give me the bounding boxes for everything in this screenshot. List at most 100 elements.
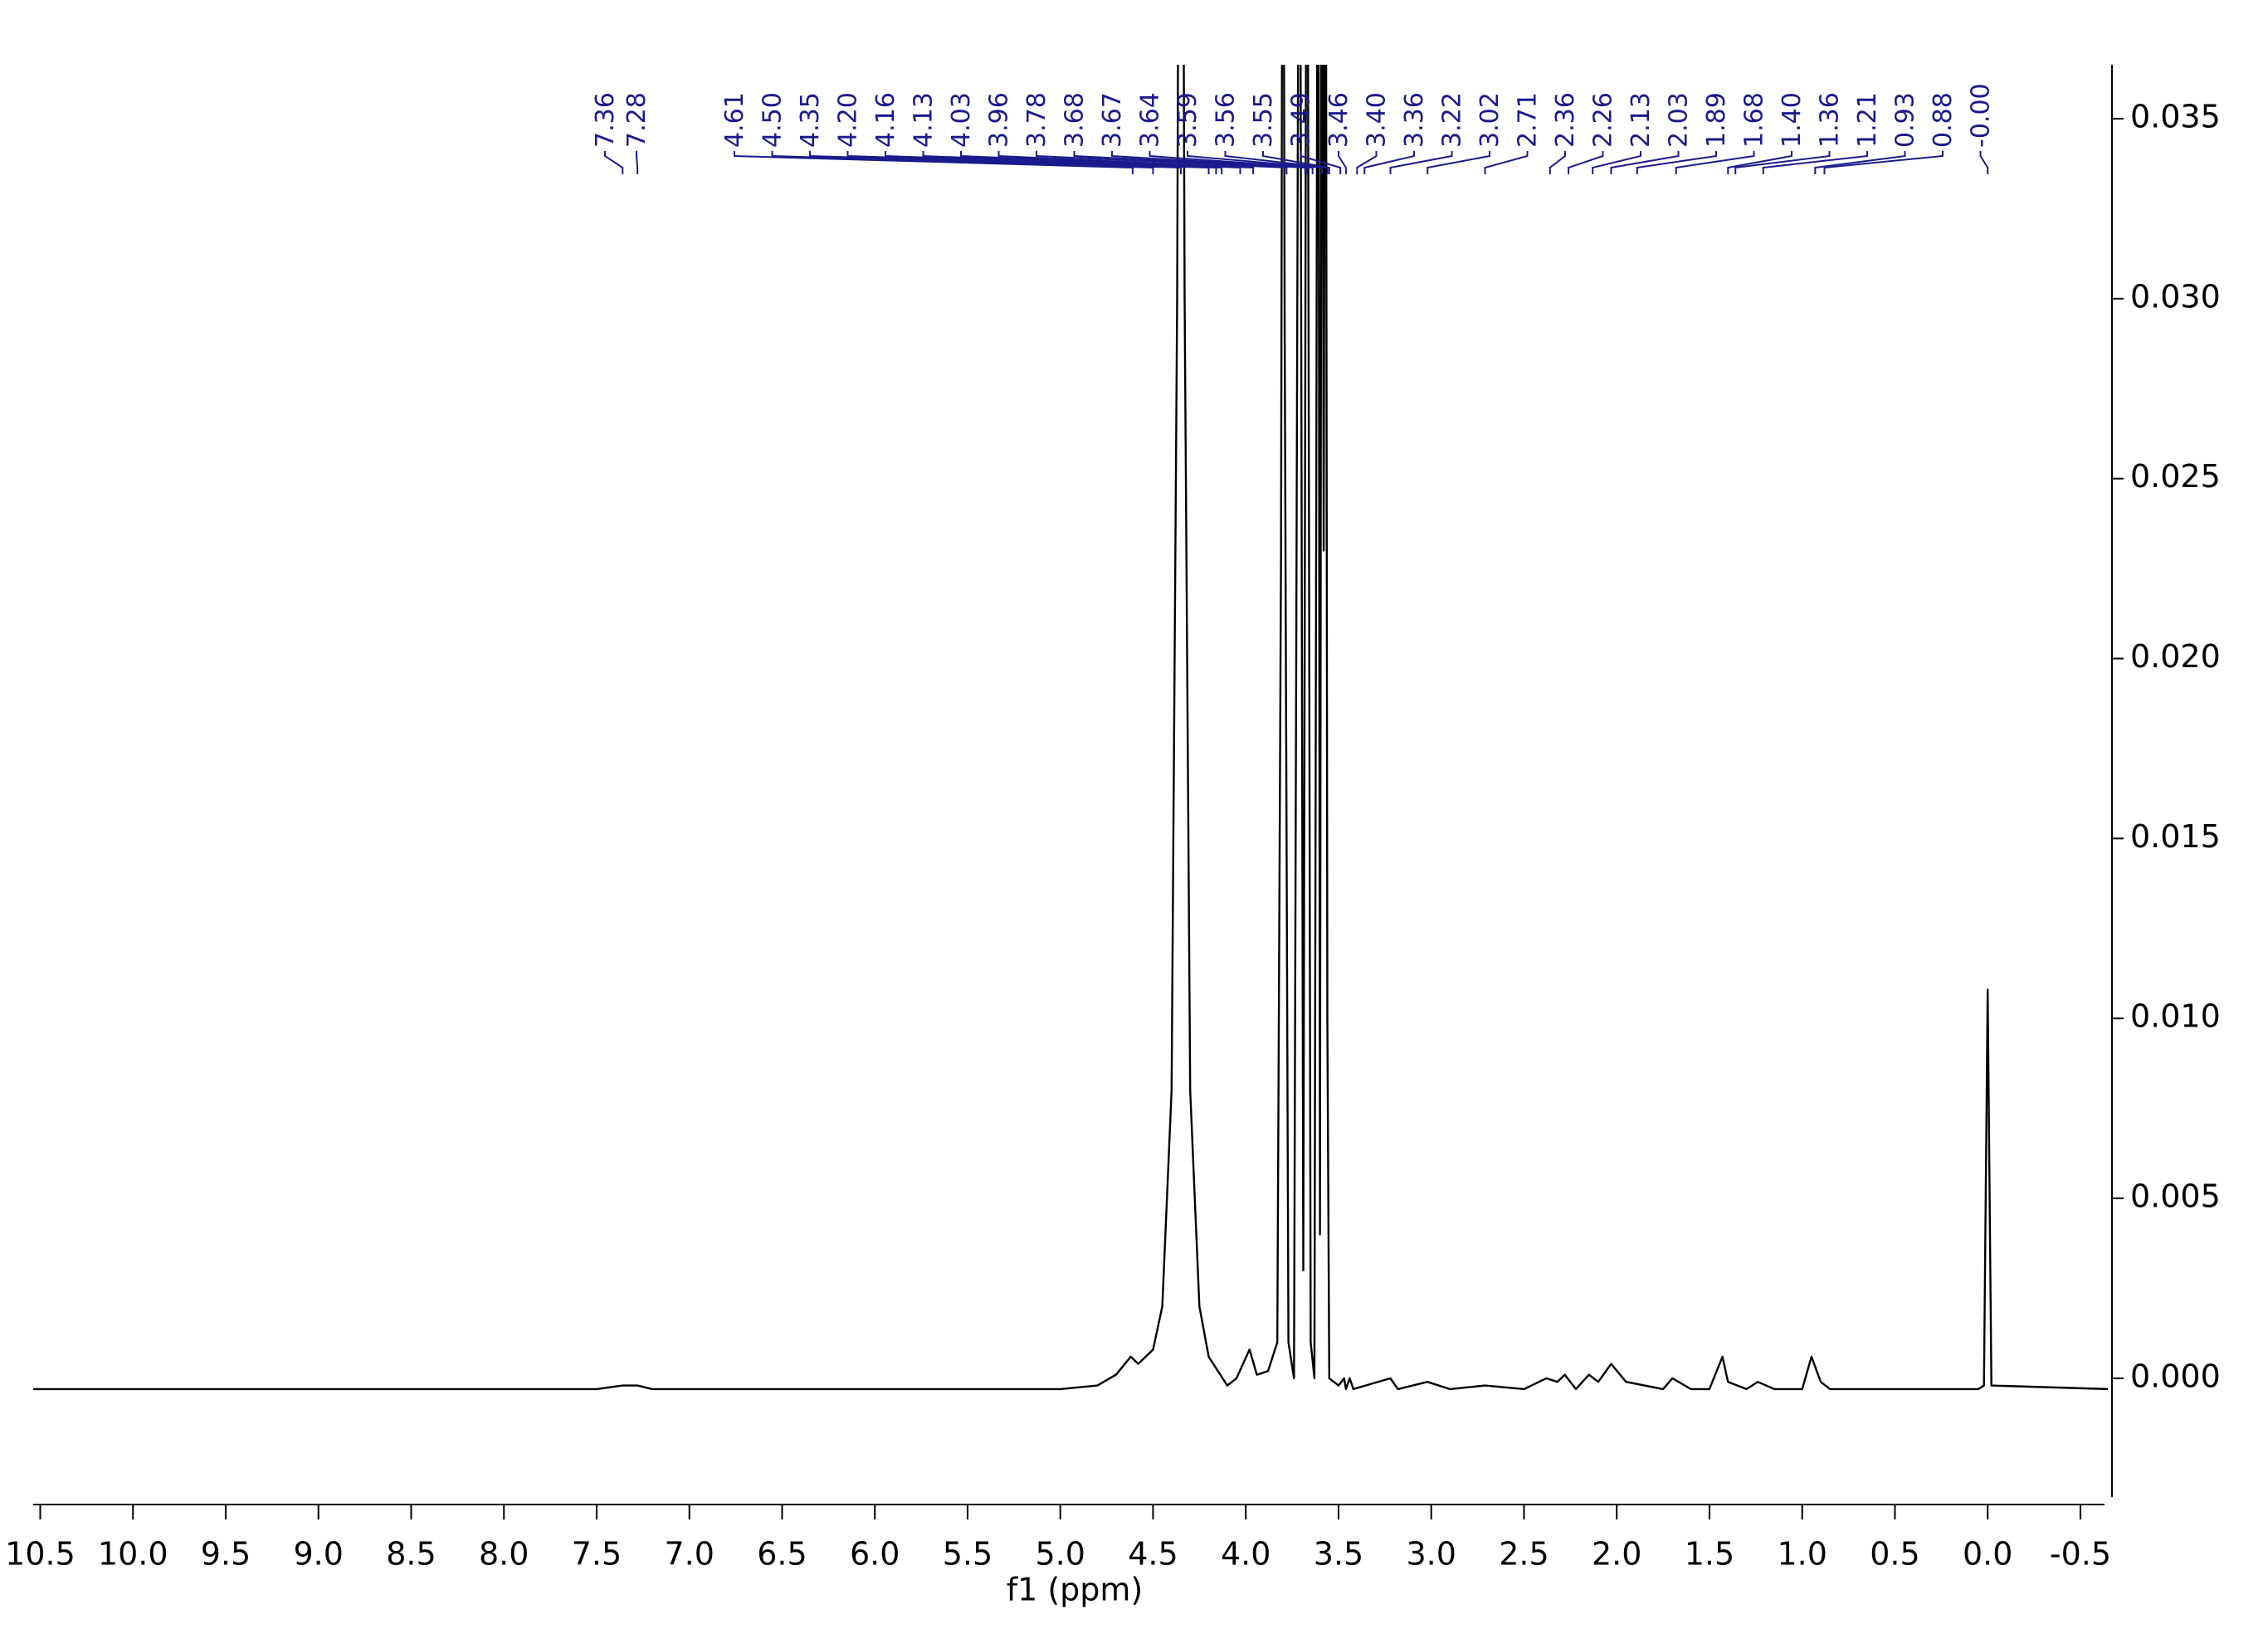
peak-label: 0.93 (1891, 92, 1920, 148)
peak-label: 2.13 (1627, 92, 1656, 148)
peak-label: 3.40 (1363, 92, 1392, 148)
peak-label: 3.68 (1061, 92, 1090, 148)
peak-leg (1568, 151, 1604, 174)
peak-leg (1073, 151, 1306, 174)
peak-leg (1610, 151, 1680, 174)
peak-leg (1636, 151, 1717, 174)
peak-leg (1300, 151, 1342, 174)
x-tick-label: 10.0 (98, 1536, 168, 1573)
peak-label: 1.21 (1853, 92, 1882, 148)
peak-leg (809, 151, 1182, 174)
peak-label: 4.03 (947, 92, 976, 148)
peak-label: 7.28 (622, 92, 651, 148)
peak-label: 3.59 (1173, 92, 1202, 148)
peak-label: 3.46 (1324, 92, 1353, 148)
y-tick-label: 0.030 (2130, 278, 2221, 315)
x-tick-label: 2.0 (1592, 1536, 1641, 1573)
x-tick-label: 7.0 (664, 1536, 714, 1573)
y-tick-label: 0.010 (2130, 998, 2221, 1035)
x-tick-label: 0.5 (1870, 1536, 1919, 1573)
peak-label: 3.78 (1022, 92, 1051, 148)
peak-leg (1727, 151, 1792, 174)
peak-leg (1814, 151, 1906, 174)
x-tick-label: 5.0 (1035, 1536, 1085, 1573)
peak-leg (1389, 151, 1453, 174)
peak-label: 1.89 (1702, 92, 1731, 148)
peak-label: 2.36 (1551, 92, 1580, 148)
peak-leg (997, 151, 1255, 174)
x-tick-label: 8.5 (386, 1536, 436, 1573)
peak-leg (771, 151, 1154, 174)
peak-leg (1363, 151, 1415, 174)
peak-label: 3.56 (1212, 92, 1241, 148)
x-tick-label: 10.5 (5, 1536, 76, 1573)
peak-leg (1823, 151, 1944, 174)
x-tick-label: 8.0 (479, 1536, 529, 1573)
y-tick-label: 0.005 (2130, 1178, 2221, 1215)
spectrum-line (33, 65, 2108, 1391)
peak-label: 4.50 (758, 92, 788, 148)
peak-label: 3.55 (1249, 92, 1278, 148)
peak-leg (1111, 151, 1308, 174)
x-tick-label: 7.5 (572, 1536, 622, 1573)
peak-leg (1036, 151, 1288, 174)
y-tick-label: 0.015 (2130, 818, 2221, 855)
x-tick-label: 9.0 (293, 1536, 343, 1573)
x-axis-label: f1 (ppm) (1007, 1572, 1144, 1608)
peak-leg (1979, 151, 1989, 174)
peak-leg (1592, 151, 1641, 174)
peak-label: 3.02 (1475, 92, 1505, 148)
peak-label: 4.13 (910, 92, 939, 148)
peak-label: 3.49 (1287, 92, 1316, 148)
x-tick-label: -0.5 (2050, 1536, 2111, 1573)
x-tick-label: 5.5 (943, 1536, 993, 1573)
peak-label: 1.40 (1778, 92, 1807, 148)
peak-label: 4.61 (720, 92, 749, 148)
peak-leg (1427, 151, 1490, 174)
peak-label: 1.68 (1740, 92, 1769, 148)
peak-label: 0.88 (1929, 92, 1958, 148)
x-tick-label: 6.5 (757, 1536, 807, 1573)
y-tick-label: 0.020 (2130, 638, 2221, 675)
peak-leg (1356, 151, 1378, 174)
peak-label: 7.36 (591, 92, 620, 148)
y-tick-label: 0.035 (2130, 99, 2221, 135)
peak-leg (960, 151, 1241, 174)
peak-label: 4.16 (871, 92, 900, 148)
peak-leg (1762, 151, 1868, 174)
plot-area (33, 65, 2108, 1391)
y-tick-label: 0.000 (2130, 1358, 2221, 1394)
peak-leg (604, 151, 624, 174)
peak-label: 3.64 (1136, 92, 1165, 148)
peak-leg (1224, 151, 1329, 174)
peak-label: 3.22 (1438, 92, 1467, 148)
peak-label: 1.36 (1816, 92, 1845, 148)
peak-label: 2.26 (1589, 92, 1618, 148)
peak-leg (1675, 151, 1755, 174)
peak-leg (1262, 151, 1330, 174)
x-tick-label: 3.5 (1314, 1536, 1363, 1573)
peak-leg (1149, 151, 1314, 174)
peak-leg (1338, 151, 1347, 174)
peak-label: 2.71 (1514, 92, 1543, 148)
peak-leg (885, 151, 1217, 174)
x-tick-label: 2.5 (1499, 1536, 1549, 1573)
peak-leg (922, 151, 1223, 174)
peak-label: 4.35 (796, 92, 825, 148)
peak-label: -0.00 (1967, 83, 1996, 148)
peak-leg (1484, 151, 1529, 174)
x-tick-label: 1.5 (1685, 1536, 1734, 1573)
peak-label: 2.03 (1665, 92, 1694, 148)
peak-leg (1187, 151, 1323, 174)
peak-leg (1734, 151, 1831, 174)
peak-leg (1549, 151, 1566, 174)
x-tick-label: 0.0 (1963, 1536, 2012, 1573)
x-tick-label: 3.0 (1406, 1536, 1456, 1573)
x-tick-label: 4.0 (1221, 1536, 1271, 1573)
x-tick-label: 1.0 (1777, 1536, 1827, 1573)
peak-label: 3.36 (1400, 92, 1429, 148)
peak-label: 4.20 (834, 92, 863, 148)
x-tick-label: 4.5 (1128, 1536, 1178, 1573)
x-tick-label: 9.5 (201, 1536, 251, 1573)
